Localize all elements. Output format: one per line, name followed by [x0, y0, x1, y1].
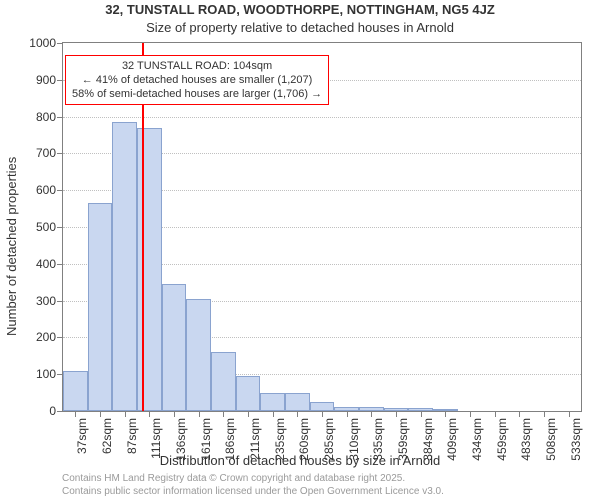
bar [236, 376, 261, 411]
bar [137, 128, 162, 411]
x-tick [470, 412, 471, 417]
x-tick [248, 412, 249, 417]
y-tick [57, 153, 62, 154]
bar [186, 299, 211, 411]
bar [260, 393, 285, 411]
y-tick [57, 80, 62, 81]
x-tick-label: 161sqm [199, 418, 213, 500]
y-tick-label: 100 [36, 367, 56, 381]
x-tick [371, 412, 372, 417]
x-tick-label: 434sqm [470, 418, 484, 500]
x-tick [396, 412, 397, 417]
x-tick [347, 412, 348, 417]
bar [334, 407, 359, 411]
y-tick [57, 374, 62, 375]
x-tick-label: 260sqm [297, 418, 311, 500]
x-tick-label: 186sqm [223, 418, 237, 500]
x-tick [519, 412, 520, 417]
x-tick [149, 412, 150, 417]
y-tick-label: 700 [36, 146, 56, 160]
y-tick [57, 411, 62, 412]
y-tick-label: 1000 [29, 36, 56, 50]
y-tick-label: 500 [36, 220, 56, 234]
x-tick [322, 412, 323, 417]
x-tick [75, 412, 76, 417]
x-tick-label: 235sqm [273, 418, 287, 500]
x-tick [174, 412, 175, 417]
x-tick [445, 412, 446, 417]
y-tick [57, 264, 62, 265]
x-tick [495, 412, 496, 417]
x-tick [199, 412, 200, 417]
annotation-line: 32 TUNSTALL ROAD: 104sqm [72, 59, 322, 73]
y-tick-label: 0 [49, 404, 56, 418]
y-tick-label: 900 [36, 73, 56, 87]
y-tick-label: 400 [36, 257, 56, 271]
x-tick-label: 533sqm [569, 418, 583, 500]
bar [285, 393, 310, 411]
x-tick-label: 359sqm [396, 418, 410, 500]
x-tick-label: 335sqm [371, 418, 385, 500]
x-tick-label: 483sqm [519, 418, 533, 500]
bar [211, 352, 236, 411]
bar [310, 402, 335, 411]
y-tick [57, 301, 62, 302]
x-tick-label: 87sqm [125, 418, 139, 500]
bar [433, 409, 458, 411]
x-tick [223, 412, 224, 417]
x-tick-label: 285sqm [322, 418, 336, 500]
y-tick [57, 337, 62, 338]
y-tick [57, 190, 62, 191]
x-tick-label: 37sqm [75, 418, 89, 500]
y-tick-label: 600 [36, 183, 56, 197]
x-tick [100, 412, 101, 417]
title-line-2: Size of property relative to detached ho… [0, 20, 600, 35]
x-tick [273, 412, 274, 417]
bar [112, 122, 137, 411]
bar [408, 408, 433, 411]
y-tick [57, 43, 62, 44]
annotation-line: 58% of semi-detached houses are larger (… [72, 87, 322, 101]
x-tick-label: 136sqm [174, 418, 188, 500]
annotation-box: 32 TUNSTALL ROAD: 104sqm← 41% of detache… [65, 55, 329, 105]
plot-area: 32 TUNSTALL ROAD: 104sqm← 41% of detache… [62, 42, 582, 412]
x-tick [544, 412, 545, 417]
bar [359, 407, 384, 411]
bar [63, 371, 88, 411]
x-tick [125, 412, 126, 417]
x-tick-label: 384sqm [421, 418, 435, 500]
gridline [63, 117, 581, 118]
y-tick [57, 227, 62, 228]
x-tick-label: 211sqm [248, 418, 262, 500]
y-tick-label: 300 [36, 294, 56, 308]
y-tick [57, 117, 62, 118]
bar [384, 408, 409, 411]
x-tick [297, 412, 298, 417]
x-tick-label: 62sqm [100, 418, 114, 500]
x-tick [421, 412, 422, 417]
x-tick-label: 111sqm [149, 418, 163, 500]
x-tick-label: 409sqm [445, 418, 459, 500]
annotation-line: ← 41% of detached houses are smaller (1,… [72, 73, 322, 87]
chart-container: 32, TUNSTALL ROAD, WOODTHORPE, NOTTINGHA… [0, 0, 600, 500]
x-tick-label: 459sqm [495, 418, 509, 500]
bar [162, 284, 187, 411]
x-tick [569, 412, 570, 417]
y-axis-label: Number of detached properties [4, 157, 19, 336]
title-line-1: 32, TUNSTALL ROAD, WOODTHORPE, NOTTINGHA… [0, 2, 600, 17]
x-tick-label: 508sqm [544, 418, 558, 500]
y-tick-label: 800 [36, 110, 56, 124]
y-tick-label: 200 [36, 330, 56, 344]
x-tick-label: 310sqm [347, 418, 361, 500]
bar [88, 203, 113, 411]
